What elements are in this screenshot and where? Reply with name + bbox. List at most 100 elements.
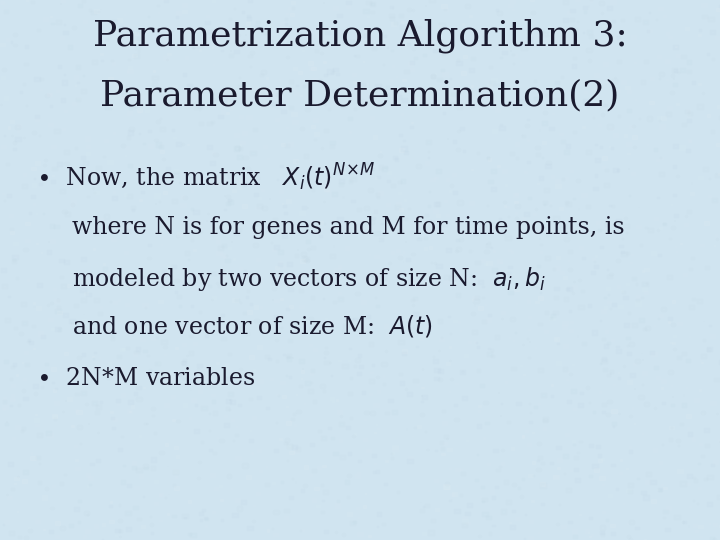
Bar — [2, 69, 6, 71]
Bar — [182, 368, 187, 372]
Bar — [29, 341, 33, 345]
Bar — [456, 60, 462, 65]
Bar — [554, 338, 557, 340]
Bar — [74, 444, 77, 447]
Bar — [434, 202, 438, 206]
Bar — [649, 228, 653, 232]
Bar — [22, 184, 27, 188]
Bar — [125, 145, 129, 149]
Bar — [392, 410, 397, 414]
Bar — [506, 500, 511, 504]
Bar — [3, 397, 6, 399]
Bar — [454, 509, 460, 513]
Bar — [415, 346, 418, 347]
Bar — [659, 172, 664, 176]
Bar — [676, 103, 680, 105]
Bar — [459, 105, 462, 107]
Bar — [14, 483, 16, 484]
Bar — [400, 91, 404, 94]
Bar — [211, 120, 214, 123]
Bar — [538, 368, 543, 372]
Bar — [551, 175, 554, 178]
Bar — [488, 242, 490, 243]
Bar — [623, 503, 624, 504]
Bar — [4, 200, 5, 201]
Bar — [634, 423, 635, 424]
Bar — [244, 168, 250, 173]
Bar — [147, 355, 149, 356]
Bar — [174, 279, 179, 282]
Bar — [655, 376, 660, 379]
Bar — [318, 430, 321, 433]
Bar — [99, 313, 102, 315]
Bar — [174, 169, 178, 172]
Bar — [704, 303, 707, 306]
Bar — [246, 22, 251, 25]
Bar — [295, 254, 298, 256]
Bar — [446, 362, 449, 365]
Bar — [8, 289, 12, 293]
Bar — [299, 320, 302, 322]
Bar — [471, 22, 472, 24]
Bar — [132, 54, 137, 57]
Bar — [76, 65, 81, 69]
Bar — [239, 115, 243, 118]
Bar — [487, 158, 491, 160]
Bar — [83, 161, 89, 165]
Bar — [580, 401, 584, 403]
Bar — [439, 23, 445, 28]
Bar — [308, 389, 312, 393]
Bar — [364, 9, 369, 13]
Bar — [88, 423, 89, 424]
Bar — [221, 336, 226, 340]
Bar — [707, 348, 711, 351]
Bar — [135, 351, 138, 353]
Bar — [718, 439, 720, 441]
Bar — [497, 48, 500, 51]
Bar — [539, 97, 544, 101]
Bar — [362, 392, 365, 394]
Bar — [287, 405, 293, 409]
Bar — [238, 85, 242, 88]
Bar — [94, 352, 96, 353]
Bar — [93, 361, 94, 362]
Bar — [442, 410, 445, 412]
Bar — [672, 78, 674, 79]
Bar — [253, 243, 258, 247]
Bar — [539, 244, 541, 245]
Bar — [253, 520, 255, 522]
Bar — [282, 110, 286, 113]
Bar — [350, 358, 352, 360]
Bar — [629, 326, 631, 327]
Bar — [453, 140, 456, 143]
Bar — [541, 219, 544, 221]
Bar — [348, 453, 351, 455]
Bar — [253, 100, 254, 102]
Text: and one vector of size M:  $A(t)$: and one vector of size M: $A(t)$ — [72, 313, 433, 339]
Bar — [514, 287, 518, 291]
Bar — [536, 153, 540, 156]
Bar — [68, 369, 70, 370]
Bar — [247, 464, 252, 467]
Bar — [130, 405, 135, 408]
Bar — [247, 525, 253, 530]
Bar — [211, 360, 212, 361]
Bar — [379, 288, 381, 290]
Bar — [554, 296, 557, 299]
Bar — [181, 143, 184, 145]
Bar — [451, 96, 452, 97]
Bar — [248, 17, 251, 20]
Bar — [112, 63, 115, 65]
Bar — [581, 193, 587, 197]
Bar — [572, 530, 577, 533]
Bar — [168, 470, 172, 473]
Bar — [399, 535, 404, 539]
Bar — [195, 404, 197, 406]
Bar — [101, 60, 102, 61]
Bar — [310, 474, 312, 476]
Bar — [384, 325, 388, 328]
Bar — [644, 495, 649, 500]
Bar — [15, 137, 20, 141]
Bar — [279, 79, 280, 80]
Bar — [292, 445, 297, 449]
